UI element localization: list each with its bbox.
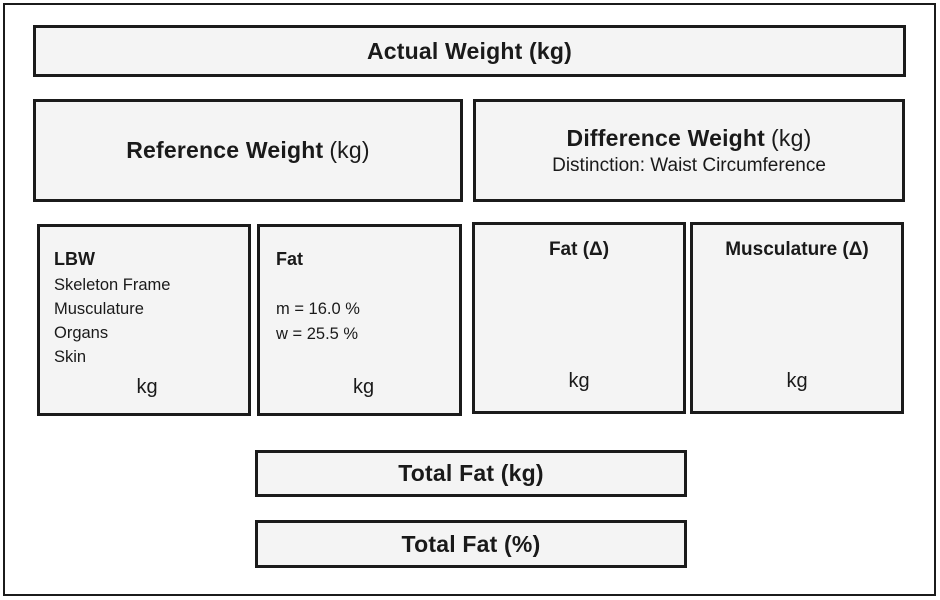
fat-percentage-men: m = 16.0 % — [276, 300, 360, 318]
lbw-title: LBW — [54, 249, 95, 269]
fat-title: Fat — [276, 249, 303, 269]
total-fat-percent-title: Total Fat (%) — [401, 530, 541, 557]
musculature-delta-kg-unit: kg — [786, 370, 808, 392]
reference-weight-unit: (kg) — [329, 137, 370, 163]
lbw-item: Skin — [54, 348, 87, 366]
difference-weight-title: Difference Weight (kg) — [567, 125, 812, 152]
total-fat-kg-box: Total Fat (kg) — [255, 450, 687, 497]
musculature-delta-box: Musculature (Δ) kg — [690, 222, 904, 414]
lbw-item: Skeleton Frame — [54, 276, 171, 294]
reference-weight-title-text: Reference Weight — [126, 137, 324, 163]
lbw-kg-unit: kg — [136, 376, 158, 398]
difference-weight-unit: (kg) — [771, 124, 812, 151]
difference-weight-title-text: Difference Weight — [566, 124, 766, 151]
lbw-box: LBW Skeleton Frame Musculature Organs Sk… — [37, 224, 251, 416]
fat-percentage-list: m = 16.0 % w = 25.5 % — [276, 297, 451, 347]
actual-weight-box: Actual Weight (kg) — [33, 25, 906, 77]
reference-weight-box: Reference Weight (kg) — [33, 99, 463, 202]
difference-weight-box: Difference Weight (kg) Distinction: Waist… — [473, 99, 905, 202]
fat-percentage-women: w = 25.5 % — [276, 325, 359, 343]
actual-weight-title: Actual Weight (kg) — [366, 37, 573, 64]
difference-weight-subtitle: Distinction: Waist Circumference — [552, 154, 826, 176]
fat-delta-title: Fat (Δ) — [548, 239, 610, 260]
fat-box: Fat m = 16.0 % w = 25.5 % kg — [257, 224, 462, 416]
musculature-delta-title: Musculature (Δ) — [725, 239, 869, 260]
fat-delta-box: Fat (Δ) kg — [472, 222, 686, 414]
fat-kg-unit: kg — [352, 376, 375, 398]
reference-weight-title: Reference Weight (kg) — [126, 137, 369, 164]
lbw-component-list: Skeleton Frame Musculature Organs Skin — [54, 273, 240, 369]
lbw-item: Organs — [54, 324, 109, 342]
fat-delta-kg-unit: kg — [568, 370, 590, 392]
lbw-item: Musculature — [54, 300, 144, 318]
total-fat-percent-box: Total Fat (%) — [255, 520, 687, 568]
total-fat-kg-title: Total Fat (kg) — [398, 460, 544, 486]
